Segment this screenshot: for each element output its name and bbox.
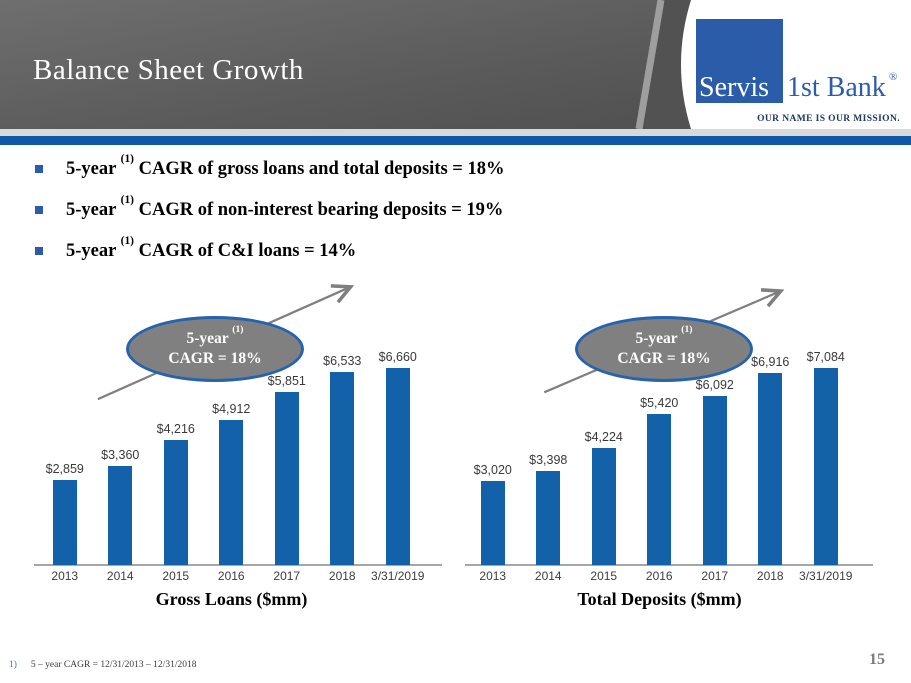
- bar: [219, 419, 244, 565]
- plot-area: $3,020 $3,398 $4,224 $5,420 $6,092 $6,916 $7,0…: [465, 280, 900, 565]
- tick-label: 3/31/2019: [371, 569, 425, 583]
- bar-value-label: $6,660: [378, 350, 417, 364]
- logo-text-1st-bank: 1st Bank: [787, 72, 886, 103]
- bar-column: $4,216: [148, 422, 204, 565]
- bar-column: $4,912: [204, 402, 260, 565]
- bar: [480, 481, 505, 565]
- bar-column: $5,420: [632, 396, 688, 565]
- bullet-text: 5-year (1) CAGR of C&I loans = 14%: [66, 235, 357, 262]
- tick-label: 2013: [51, 569, 79, 583]
- bar-column: $6,916: [743, 355, 799, 565]
- header-light-strip: [0, 129, 911, 136]
- bar-value-label: $4,216: [156, 422, 195, 437]
- callout-line2: CAGR = 18%: [617, 350, 711, 368]
- servisfirst-logo: Servis 1st Bank ® OUR NAME IS OUR MISSIO…: [635, 0, 911, 129]
- bar-value-label: $5,420: [640, 396, 679, 411]
- bar-value-label: $3,360: [101, 447, 140, 462]
- bar-column: $4,224: [576, 429, 632, 565]
- callout-line1: 5-year (1): [186, 324, 244, 347]
- tick-label: 2017: [701, 569, 729, 583]
- page-title: Balance Sheet Growth: [33, 54, 304, 86]
- chart-title: Total Deposits ($mm): [577, 589, 742, 609]
- bar-value-label: $2,859: [45, 462, 84, 477]
- tick-label: 2015: [162, 569, 190, 583]
- bar-value-label: $3,398: [529, 452, 568, 467]
- page-number: 15: [869, 651, 885, 668]
- slide-header: Balance Sheet Growth Servis 1st Bank ® O…: [0, 0, 911, 129]
- bar: [591, 447, 616, 565]
- bullet-item: 5-year (1) CAGR of non-interest bearing …: [35, 194, 735, 221]
- bar-column: $6,533: [315, 354, 371, 565]
- bar-column: $6,092: [687, 378, 743, 565]
- bullet-item: 5-year (1) CAGR of gross loans and total…: [35, 152, 735, 180]
- footnote: 1) 5 – year CAGR = 12/31/2013 – 12/31/201…: [9, 660, 196, 670]
- bullet-item: 5-year (1) CAGR of C&I loans = 14%: [35, 235, 735, 262]
- diagonal-stripe: [635, 0, 665, 129]
- bar: [536, 470, 561, 565]
- bar: [702, 395, 727, 565]
- tick-label: 2018: [328, 569, 356, 583]
- bars-group: $2,859 $3,360 $4,216 $4,912 $5,851 $6,533 $6,6…: [37, 350, 426, 565]
- tick-label: 2013: [479, 569, 507, 583]
- bar-value-label: $4,224: [584, 429, 623, 444]
- x-axis-ticks: 2013 2014 2015 2016 2017 2018 3/31/2019: [465, 569, 900, 583]
- bar: [274, 391, 299, 565]
- bar-value-label: $4,912: [212, 401, 251, 416]
- bar-column: $7,084: [798, 350, 854, 565]
- bar-value-label: $6,916: [751, 354, 790, 369]
- bullet-text: 5-year (1) CAGR of gross loans and total…: [66, 152, 505, 180]
- tick-label: 2014: [534, 569, 562, 583]
- bar: [813, 368, 838, 565]
- x-axis-line: [465, 564, 873, 566]
- gross-loans-chart: $2,859 $3,360 $4,216 $4,912 $5,851 $6,533 $6,6…: [30, 280, 450, 625]
- logo-registered-mark: ®: [889, 71, 897, 83]
- tick-label: 2016: [645, 569, 673, 583]
- bars-group: $3,020 $3,398 $4,224 $5,420 $6,092 $6,916 $7,0…: [465, 350, 854, 565]
- tick-label: 2017: [273, 569, 301, 583]
- logo-blue-square: [696, 19, 783, 103]
- bar: [385, 368, 410, 565]
- total-deposits-chart: $3,020 $3,398 $4,224 $5,420 $6,092 $6,916 $7,0…: [465, 280, 900, 625]
- x-axis-line: [34, 564, 442, 566]
- bar-column: $3,020: [465, 463, 521, 565]
- tick-label: 2018: [756, 569, 784, 583]
- bar: [647, 414, 672, 565]
- logo-tagline: OUR NAME IS OUR MISSION.: [757, 114, 900, 124]
- tick-label: 2014: [106, 569, 134, 583]
- footnote-marker: 1): [9, 660, 17, 670]
- logo-text-servis: Servis: [699, 72, 769, 103]
- bullet-text: 5-year (1) CAGR of non-interest bearing …: [66, 194, 504, 221]
- bar: [108, 465, 133, 565]
- cagr-callout-ellipse: 5-year (1) CAGR = 18%: [126, 316, 304, 382]
- bullet-square-icon: [35, 165, 43, 173]
- bar: [52, 480, 77, 565]
- bar-column: $2,859: [37, 462, 93, 565]
- tick-label: 2016: [217, 569, 245, 583]
- bar: [163, 440, 188, 565]
- bar-value-label: $3,020: [473, 463, 512, 477]
- bullet-square-icon: [35, 206, 43, 215]
- bullet-list: 5-year (1) CAGR of gross loans and total…: [35, 152, 735, 281]
- bar: [758, 372, 783, 565]
- callout-line1: 5-year (1): [635, 324, 693, 347]
- callout-line2: CAGR = 18%: [168, 350, 262, 368]
- tick-label: 3/31/2019: [799, 569, 853, 583]
- bar-column: $3,398: [521, 452, 577, 565]
- bar: [330, 371, 355, 565]
- bar-value-label: $7,084: [806, 350, 845, 364]
- bar-column: $6,660: [370, 350, 426, 565]
- x-axis-ticks: 2013 2014 2015 2016 2017 2018 3/31/2019: [37, 569, 450, 583]
- bar-column: $3,360: [93, 448, 149, 565]
- bar-value-label: $5,851: [267, 373, 306, 388]
- bullet-square-icon: [35, 247, 43, 256]
- bar-value-label: $6,092: [695, 377, 734, 392]
- chart-title: Gross Loans ($mm): [155, 589, 308, 609]
- bar-value-label: $6,533: [323, 353, 362, 368]
- bar-column: $5,851: [259, 374, 315, 565]
- footnote-text: 5 – year CAGR = 12/31/2013 – 12/31/2018: [30, 660, 197, 670]
- cagr-callout-ellipse: 5-year (1) CAGR = 18%: [575, 316, 753, 382]
- plot-area: $2,859 $3,360 $4,216 $4,912 $5,851 $6,533 $6,6…: [30, 280, 450, 565]
- tick-label: 2015: [590, 569, 618, 583]
- header-blue-bar: [0, 136, 911, 145]
